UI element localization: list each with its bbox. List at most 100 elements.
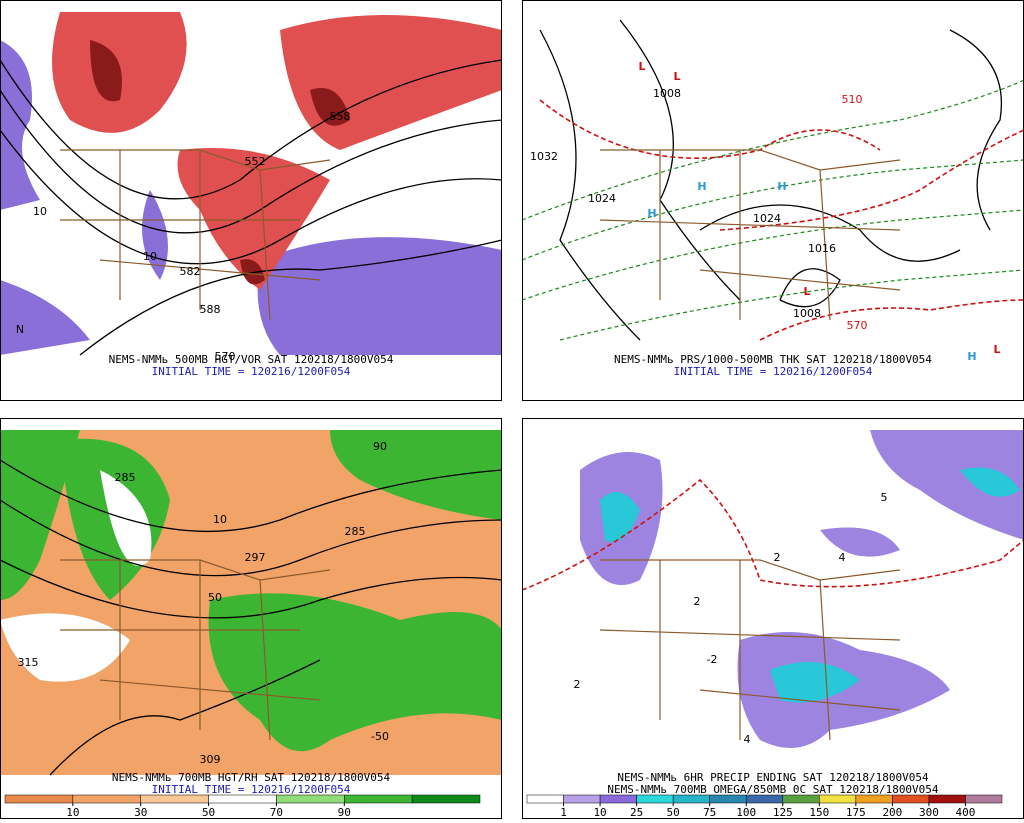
color-bar-label: 25 [630, 806, 643, 819]
color-bar-label: 10 [66, 806, 79, 819]
vorticity-max [90, 40, 350, 285]
map-label: 285 [345, 525, 366, 538]
map-label: 315 [18, 656, 39, 669]
color-bar-segment [672, 794, 710, 804]
color-bar: 1 10 25 50 75 100 125 150 175 200 300 400 [526, 794, 1003, 819]
map-label: 1008 [653, 87, 681, 100]
color-bar-segment [563, 794, 601, 804]
rh-neutral [0, 470, 152, 682]
panel-text: NEMS-NMMь PRS/1000-500MB THK SAT 120218/… [530, 60, 1001, 378]
panel-prs-thk [521, 0, 1024, 401]
political-border [60, 559, 331, 741]
map-label: 552 [245, 155, 266, 168]
height-contour [0, 459, 503, 776]
color-bar-segment [411, 794, 481, 804]
color-bar-label: 90 [338, 806, 351, 819]
color-bar-label: 30 [134, 806, 147, 819]
map-label: 50 [208, 591, 222, 604]
caption: NEMS-NMMь 500MB HGT/VOR SAT 120218/1800V… [109, 353, 394, 366]
map-label: L [803, 285, 810, 298]
caption: NEMS-NMMь PRS/1000-500MB THK SAT 120218/… [614, 353, 932, 366]
color-bar-segment [276, 794, 345, 804]
map-label: 1024 [753, 212, 781, 225]
map-label: 5 [881, 491, 888, 504]
map-label: 1032 [530, 150, 558, 163]
map-label: 10 [143, 250, 157, 263]
map-label: 4 [744, 733, 751, 746]
map-label: H [697, 180, 706, 193]
color-bar-label: 150 [809, 806, 829, 819]
map-label: H [967, 350, 976, 363]
panel-700mb-rh [0, 418, 503, 819]
map-label: 558 [330, 110, 351, 123]
caption: NEMS-NMMь 700MB HGT/RH SAT 120218/1800V0… [112, 771, 391, 784]
caption: NEMS-NMMь 6HR PRECIP ENDING SAT 120218/1… [617, 771, 929, 784]
panel-frame [0, 0, 502, 401]
caption: INITIAL TIME = 120216/1200F054 [674, 365, 873, 378]
map-label: 90 [373, 440, 387, 453]
color-bar-segment [72, 794, 141, 804]
map-label: 588 [200, 303, 221, 316]
map-label: 285 [115, 471, 136, 484]
color-bar-segment [636, 794, 674, 804]
height-contour [0, 59, 503, 356]
color-bar-label: 10 [593, 806, 606, 819]
color-bar-segment [819, 794, 857, 804]
map-label: 570 [215, 350, 236, 363]
color-bar-segment [782, 794, 820, 804]
color-bar-segment [745, 794, 784, 804]
panel-precip [521, 418, 1024, 819]
map-label: 570 [847, 319, 868, 332]
map-label: L [673, 70, 680, 83]
map-label: 10 [33, 205, 47, 218]
color-bar-segment [208, 794, 277, 804]
map-label: 2 [694, 595, 701, 608]
color-bar-segment [140, 794, 209, 804]
color-bar-label: 50 [202, 806, 215, 819]
color-bar-segment [599, 794, 637, 804]
map-label: 2 [774, 551, 781, 564]
color-bar-label: 70 [270, 806, 283, 819]
thickness-540 [539, 99, 1024, 341]
color-bar-label: 100 [736, 806, 756, 819]
map-label: 10 [213, 513, 227, 526]
color-bar-label: 75 [703, 806, 716, 819]
political-border [60, 149, 331, 321]
freezing-line [521, 478, 1024, 591]
caption: INITIAL TIME = 120216/1200F054 [152, 783, 351, 796]
map-label: 1008 [793, 307, 821, 320]
map-label: L [993, 343, 1000, 356]
map-label: 582 [180, 265, 201, 278]
panel-text: NEMS-NMMь 500MB HGT/VOR SAT 120218/1800V… [16, 110, 394, 378]
map-label: L [638, 60, 645, 73]
caption: NEMS-NMMь 700MB OMEGA/850MB 0C SAT 12021… [607, 783, 939, 796]
map-label: 1016 [808, 242, 836, 255]
color-bar-label: 400 [956, 806, 976, 819]
color-bar-label: 1 [560, 806, 567, 819]
map-label: -50 [371, 730, 389, 743]
political-border [599, 559, 901, 741]
map-label: H [647, 207, 656, 220]
map-label: 1024 [588, 192, 616, 205]
thickness-contour [521, 79, 1024, 341]
color-bar-label: 300 [919, 806, 939, 819]
color-bar-label: 50 [667, 806, 680, 819]
color-bar-segment [526, 794, 564, 804]
panel-500mb [0, 0, 503, 401]
map-label: 297 [245, 551, 266, 564]
color-bar-segment [4, 794, 74, 804]
color-bar-label: 125 [773, 806, 793, 819]
map-bg [522, 12, 1024, 355]
color-bar-label: 175 [846, 806, 866, 819]
color-bar-segment [892, 794, 930, 804]
map-label: H [777, 180, 786, 193]
vorticity-negative [0, 40, 502, 355]
color-bar-segment [928, 794, 966, 804]
map-label: 4 [839, 551, 846, 564]
map-label: 510 [842, 93, 863, 106]
pressure-contour [539, 19, 1002, 341]
color-bar-label: 200 [882, 806, 902, 819]
panel-text: NEMS-NMMь 700MB HGT/RH SAT 120218/1800V0… [18, 440, 391, 796]
precip-light [580, 430, 1024, 748]
